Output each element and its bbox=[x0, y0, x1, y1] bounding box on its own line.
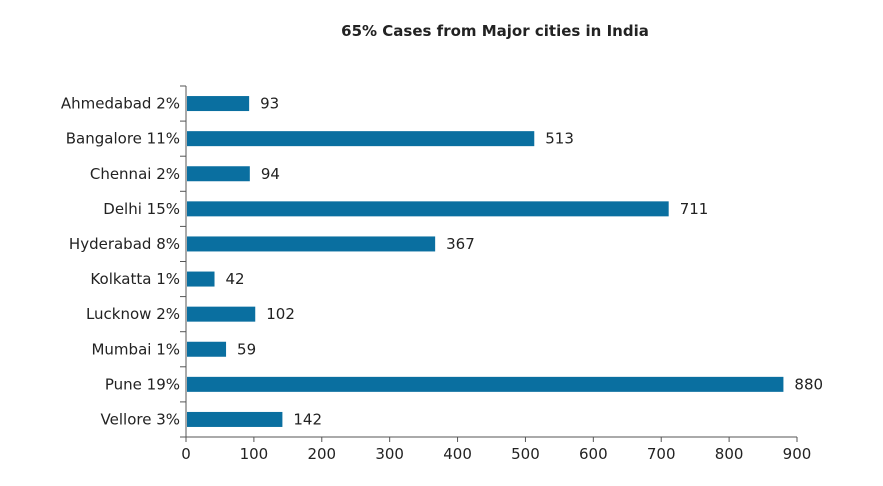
bar bbox=[187, 96, 250, 112]
x-tick-label: 300 bbox=[375, 445, 404, 463]
x-tick-label: 100 bbox=[240, 445, 269, 463]
x-tick-label: 600 bbox=[579, 445, 608, 463]
chart-title: 65% Cases from Major cities in India bbox=[341, 22, 649, 40]
bars bbox=[187, 96, 784, 427]
bar bbox=[187, 201, 669, 217]
value-label: 102 bbox=[266, 305, 295, 323]
bar bbox=[187, 306, 256, 322]
bar bbox=[187, 236, 436, 252]
bar bbox=[187, 341, 227, 357]
category-label: Chennai 2% bbox=[90, 165, 180, 183]
value-label: 513 bbox=[545, 130, 574, 148]
x-tick-label: 200 bbox=[307, 445, 336, 463]
value-label: 367 bbox=[446, 235, 475, 253]
bar bbox=[187, 131, 535, 147]
labels: 0 100 200 300 400 500 600 700 800 900 Ahmedabad 2%… bbox=[61, 95, 823, 463]
category-label: Mumbai 1% bbox=[91, 340, 180, 358]
value-label: 142 bbox=[293, 410, 322, 428]
value-label: 59 bbox=[237, 340, 256, 358]
x-tick-label: 800 bbox=[715, 445, 744, 463]
x-tick-label: 500 bbox=[511, 445, 540, 463]
category-label: Lucknow 2% bbox=[86, 305, 180, 323]
value-label: 711 bbox=[680, 200, 709, 218]
value-label: 42 bbox=[226, 270, 245, 288]
value-label: 880 bbox=[794, 375, 823, 393]
value-label: 94 bbox=[261, 165, 280, 183]
axes bbox=[180, 85, 798, 442]
category-label: Ahmedabad 2% bbox=[61, 95, 180, 113]
x-tick-label: 700 bbox=[647, 445, 676, 463]
bar bbox=[187, 411, 283, 427]
x-tick-label: 900 bbox=[783, 445, 812, 463]
x-tick-label: 400 bbox=[443, 445, 472, 463]
category-label: Bangalore 11% bbox=[66, 130, 180, 148]
bar bbox=[187, 166, 250, 182]
category-label: Hyderabad 8% bbox=[69, 235, 180, 253]
category-label: Vellore 3% bbox=[101, 410, 180, 428]
category-label: Pune 19% bbox=[105, 375, 180, 393]
category-label: Kolkatta 1% bbox=[90, 270, 180, 288]
bar bbox=[187, 376, 784, 392]
value-label: 93 bbox=[260, 95, 279, 113]
bar bbox=[187, 271, 215, 287]
x-tick-label: 0 bbox=[181, 445, 191, 463]
category-label: Delhi 15% bbox=[103, 200, 180, 218]
